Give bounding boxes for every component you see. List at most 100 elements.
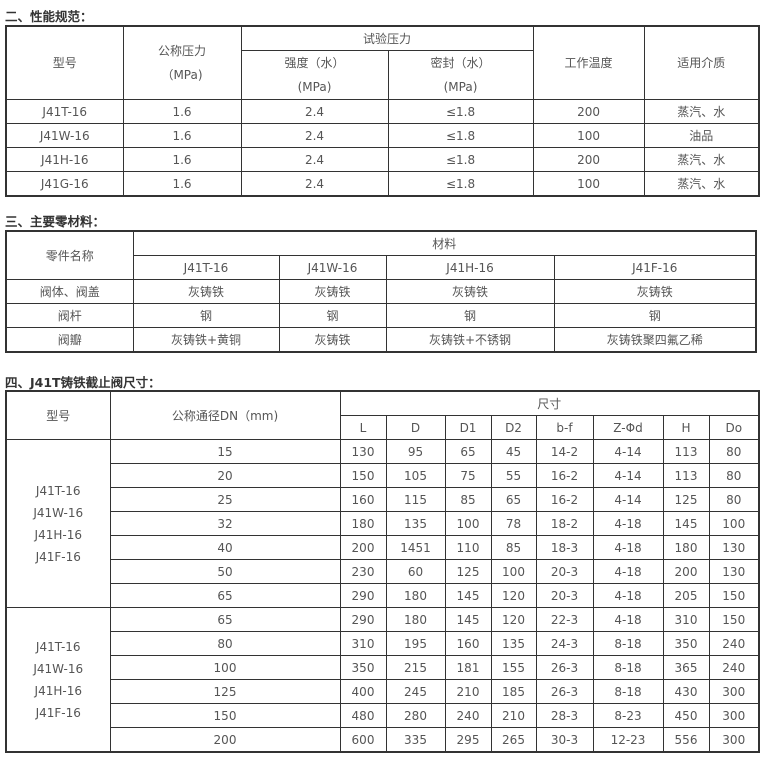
cell-dimension: 181 [444,655,492,680]
table-row: 125 400 245 210 185 26-3 8-18 430 300 [6,679,760,704]
cell-material: 灰铸铁聚四氟乙稀 [553,327,757,353]
cell-seal: ≤1.8 [387,99,534,124]
cell-dimension: 350 [662,631,710,656]
cell-dimension: 4-14 [592,439,664,464]
table-row: 200 600 335 295 265 30-3 12-23 556 300 [6,727,760,753]
header-model-j41f-16: J41F-16 [553,255,757,280]
header-col: Do [708,415,760,440]
cell-dimension: 45 [490,439,537,464]
header-model: 型号 [5,25,124,100]
header-test-pressure: 试验压力 [240,25,534,51]
cell-medium: 蒸汽、水 [643,99,760,124]
cell-dimension: 310 [339,631,387,656]
table-row: 32 180 135 100 78 18-2 4-18 145 100 [6,511,760,536]
cell-part-name: 阀杆 [5,303,134,328]
table-row: 40 200 1451 110 85 18-3 4-18 180 130 [6,535,760,560]
cell-dn: 40 [109,535,341,560]
cell-model: J41H-16 [5,147,124,172]
cell-dimension: 150 [708,607,760,632]
cell-dimension: 105 [385,463,446,488]
cell-dn: 20 [109,463,341,488]
cell-dimension: 135 [385,511,446,536]
cell-dimension: 205 [662,583,710,608]
cell-dimension: 265 [490,727,537,753]
cell-temperature: 200 [532,99,645,124]
cell-dimension: 4-18 [592,583,664,608]
cell-material: 钢 [553,303,757,328]
materials-section-title: 三、主要零材料： [5,214,106,229]
cell-dimension: 20-3 [535,559,594,584]
cell-seal: ≤1.8 [387,171,534,197]
cell-dimension: 14-2 [535,439,594,464]
table-row: 阀杆钢钢钢钢 [5,303,757,328]
cell-dimension: 85 [490,535,537,560]
cell-nominal-pressure: 1.6 [122,99,242,124]
cell-dimension: 120 [490,583,537,608]
cell-dimension: 300 [708,727,760,753]
cell-dimension: 155 [490,655,537,680]
cell-dimension: 180 [662,535,710,560]
cell-dimension: 8-23 [592,703,664,728]
cell-dimension: 22-3 [535,607,594,632]
cell-dimension: 100 [490,559,537,584]
cell-dimension: 4-18 [592,511,664,536]
header-model-j41t-16: J41T-16 [132,255,280,280]
cell-dimension: 80 [708,463,760,488]
cell-dimension: 185 [490,679,537,704]
cell-dimension: 18-2 [535,511,594,536]
cell-dimension: 365 [662,655,710,680]
cell-dimension: 26-3 [535,679,594,704]
cell-temperature: 100 [532,171,645,197]
dimensions-section-title: 四、J41T铸铁截止阀尺寸： [5,375,161,390]
table-row: J41H-16 1.6 2.4 ≤1.8 200 蒸汽、水 [5,147,760,172]
header-col: D1 [444,415,492,440]
cell-dimension: 150 [339,463,387,488]
header-temperature: 工作温度 [532,25,645,100]
cell-model: J41W-16 [5,123,124,148]
cell-material: 灰铸铁 [132,279,280,304]
cell-dimension: 115 [385,487,446,512]
cell-dimension: 195 [385,631,446,656]
cell-dimension: 8-18 [592,679,664,704]
cell-dn: 65 [109,607,341,632]
header-seal-label: 密封（水） [430,56,491,70]
cell-dimension: 4-18 [592,535,664,560]
cell-dimension: 28-3 [535,703,594,728]
cell-dimension: 4-14 [592,487,664,512]
header-strength-label: 强度（水） [284,56,345,70]
cell-dimension: 16-2 [535,463,594,488]
cell-strength: 2.4 [240,99,389,124]
table-row: J41G-16 1.6 2.4 ≤1.8 100 蒸汽、水 [5,171,760,197]
cell-dimension: 4-18 [592,559,664,584]
cell-dimension: 65 [490,487,537,512]
cell-dimension: 55 [490,463,537,488]
header-model: 型号 [5,390,111,440]
header-medium: 适用介质 [643,25,760,100]
cell-dimension: 150 [708,583,760,608]
header-seal: 密封（水） (MPa) [387,50,534,100]
model-label: J41F-16 [35,705,81,720]
cell-dimension: 480 [339,703,387,728]
cell-dimension: 350 [339,655,387,680]
cell-medium: 蒸汽、水 [643,171,760,197]
cell-dimension: 240 [708,655,760,680]
cell-material: 灰铸铁 [553,279,757,304]
cell-material: 钢 [132,303,280,328]
cell-dn: 50 [109,559,341,584]
materials-table: 零件名称 材料 J41T-16 J41W-16 J41H-16 J41F-16 阀体、… [5,230,758,353]
header-col: L [339,415,387,440]
cell-dimension: 130 [708,559,760,584]
header-model-j41w-16: J41W-16 [278,255,387,280]
cell-dimension: 430 [662,679,710,704]
model-label: J41H-16 [34,527,82,542]
cell-dimension: 24-3 [535,631,594,656]
cell-dimension: 80 [708,487,760,512]
header-seal-unit: (MPa) [443,80,478,94]
cell-dimension: 75 [444,463,492,488]
dimensions-table: 型号 公称通径DN（mm) 尺寸 L D D1 D2 b-f Z-Φd H Do J41T-1… [5,390,761,753]
cell-dimension: 180 [385,607,446,632]
cell-dimension: 95 [385,439,446,464]
cell-dimension: 100 [444,511,492,536]
cell-dimension: 240 [708,631,760,656]
cell-dimension: 60 [385,559,446,584]
